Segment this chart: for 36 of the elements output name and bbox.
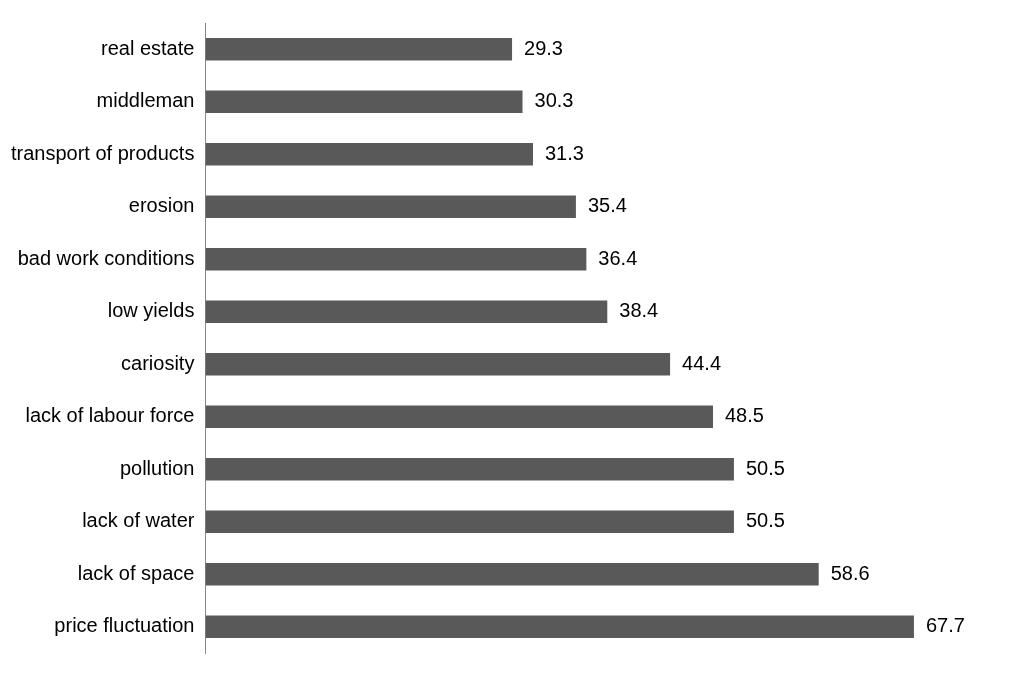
y-tick-label: real estate [101, 36, 195, 59]
data-label: 44.4 [682, 351, 722, 374]
bar [205, 195, 576, 218]
data-label: 29.3 [524, 36, 563, 59]
data-label: 31.3 [544, 141, 584, 164]
y-tick-label: lack of water [82, 509, 195, 532]
data-label: 36.4 [598, 246, 638, 269]
y-tick-label: low yields [107, 299, 195, 322]
y-tick-label: bad work conditions [17, 246, 195, 269]
y-tick-label: pollution [119, 456, 195, 479]
data-label: 35.4 [587, 194, 627, 217]
data-label: 50.5 [745, 509, 785, 532]
data-label: 30.3 [534, 89, 574, 112]
bar [205, 563, 819, 586]
y-tick-label: erosion [128, 194, 195, 217]
y-tick-label: cariosity [121, 351, 195, 374]
y-tick-label: lack of space [77, 561, 195, 584]
bar [205, 248, 587, 271]
bar [205, 615, 914, 638]
bar [205, 143, 533, 166]
bar [205, 38, 513, 61]
bar [205, 510, 734, 533]
data-label: 58.6 [830, 561, 870, 584]
y-tick-label: price fluctuation [54, 614, 195, 637]
data-label: 67.7 [925, 614, 965, 637]
y-tick-label: lack of labour force [25, 404, 195, 427]
data-label: 48.5 [725, 404, 764, 427]
bar [205, 300, 608, 323]
bar [205, 90, 523, 113]
bar [205, 353, 671, 376]
bar [205, 458, 734, 481]
y-tick-label: middleman [96, 89, 195, 112]
y-tick-label: transport of products [10, 141, 195, 164]
data-label: 50.5 [745, 456, 785, 479]
data-label: 38.4 [619, 299, 659, 322]
bar [205, 405, 713, 428]
